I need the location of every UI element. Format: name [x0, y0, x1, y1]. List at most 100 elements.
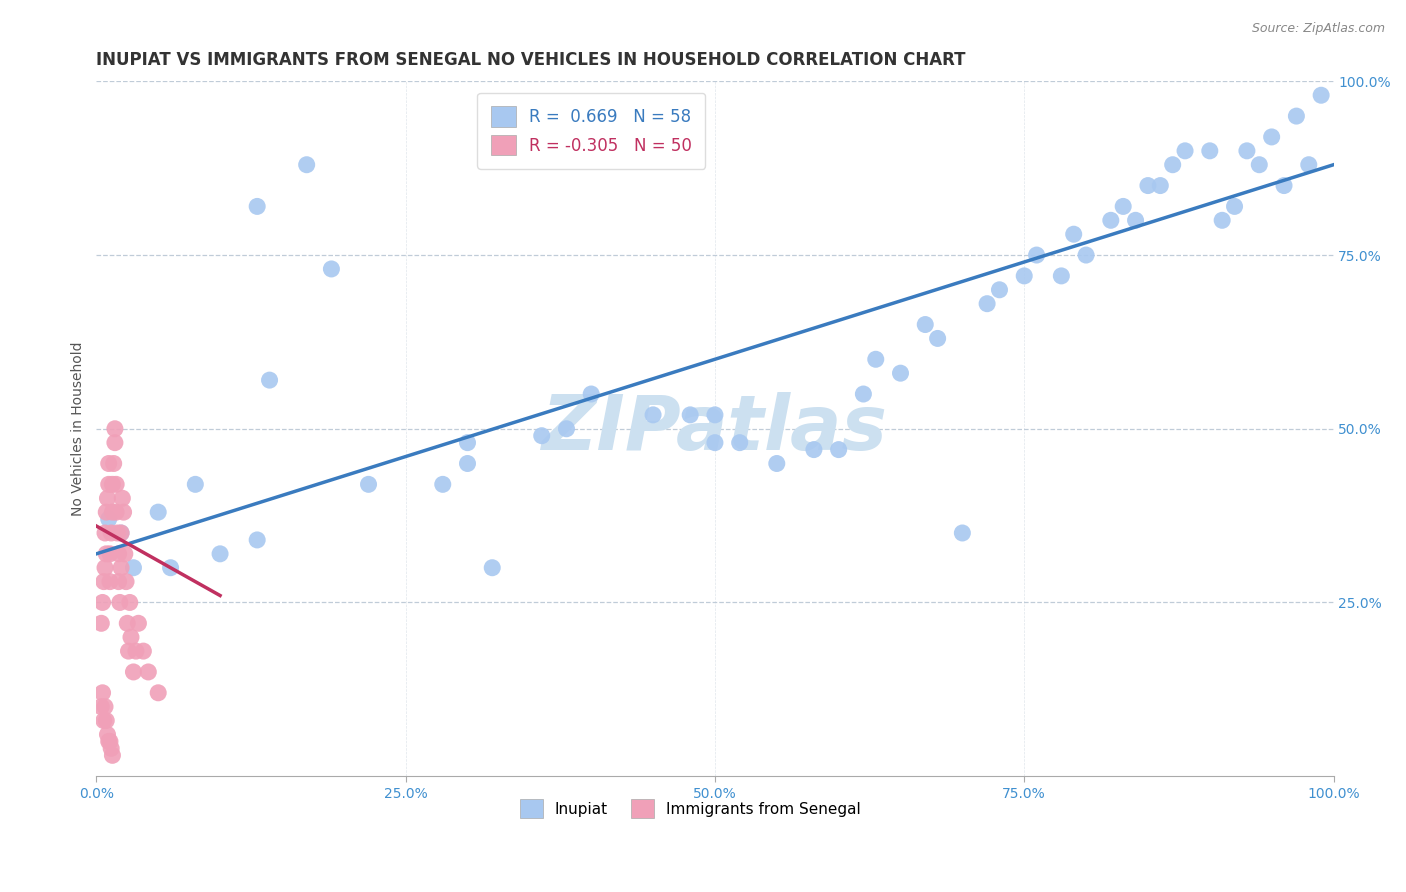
Point — [108, 595, 131, 609]
Point — [90, 616, 112, 631]
Point — [1149, 178, 1171, 193]
Point — [1260, 130, 1282, 145]
Point — [641, 408, 664, 422]
Point — [110, 526, 132, 541]
Point — [703, 408, 725, 422]
Point — [127, 616, 149, 631]
Text: INUPIAT VS IMMIGRANTS FROM SENEGAL NO VEHICLES IN HOUSEHOLD CORRELATION CHART: INUPIAT VS IMMIGRANTS FROM SENEGAL NO VE… — [97, 51, 966, 69]
Point — [1112, 199, 1135, 213]
Point — [100, 741, 122, 756]
Point — [97, 477, 120, 491]
Point — [209, 547, 232, 561]
Point — [110, 526, 132, 541]
Point — [889, 366, 911, 380]
Point — [827, 442, 849, 457]
Point — [96, 505, 118, 519]
Point — [927, 331, 949, 345]
Point — [96, 491, 118, 506]
Point — [91, 686, 114, 700]
Point — [98, 574, 121, 589]
Point — [96, 714, 118, 728]
Point — [103, 457, 125, 471]
Point — [1249, 158, 1271, 172]
Point — [457, 435, 479, 450]
Point — [115, 574, 138, 589]
Point — [555, 422, 578, 436]
Point — [865, 352, 887, 367]
Y-axis label: No Vehicles in Household: No Vehicles in Household — [72, 342, 86, 516]
Point — [93, 574, 115, 589]
Point — [259, 373, 281, 387]
Point — [107, 547, 129, 561]
Point — [1063, 227, 1085, 242]
Point — [100, 526, 122, 541]
Text: Source: ZipAtlas.com: Source: ZipAtlas.com — [1251, 22, 1385, 36]
Point — [148, 505, 170, 519]
Point — [357, 477, 380, 491]
Point — [114, 547, 136, 561]
Point — [1074, 248, 1097, 262]
Point — [132, 644, 155, 658]
Point — [1125, 213, 1147, 227]
Point — [93, 714, 115, 728]
Point — [976, 296, 998, 310]
Point — [96, 727, 118, 741]
Point — [1025, 248, 1047, 262]
Point — [148, 686, 170, 700]
Point — [1298, 158, 1320, 172]
Point — [295, 158, 318, 172]
Point — [122, 560, 145, 574]
Point — [101, 748, 124, 763]
Text: ZIPatlas: ZIPatlas — [541, 392, 889, 466]
Point — [1198, 144, 1220, 158]
Point — [110, 560, 132, 574]
Point — [1211, 213, 1233, 227]
Point — [184, 477, 207, 491]
Point — [105, 477, 128, 491]
Point — [703, 435, 725, 450]
Point — [1136, 178, 1159, 193]
Point — [579, 387, 602, 401]
Point — [1161, 158, 1184, 172]
Point — [1099, 213, 1122, 227]
Point — [94, 560, 117, 574]
Point — [97, 512, 120, 526]
Point — [101, 477, 124, 491]
Point — [101, 505, 124, 519]
Point — [94, 526, 117, 541]
Point — [530, 428, 553, 442]
Point — [159, 560, 181, 574]
Point — [98, 547, 121, 561]
Point — [481, 560, 503, 574]
Point — [1272, 178, 1295, 193]
Point — [97, 457, 120, 471]
Point — [91, 595, 114, 609]
Point — [1174, 144, 1197, 158]
Point — [105, 526, 128, 541]
Point — [118, 595, 141, 609]
Point — [97, 734, 120, 748]
Point — [950, 526, 973, 541]
Point — [104, 435, 127, 450]
Point — [1236, 144, 1258, 158]
Point — [803, 442, 825, 457]
Point — [125, 644, 148, 658]
Point — [457, 457, 479, 471]
Point — [1285, 109, 1308, 123]
Legend: Inupiat, Immigrants from Senegal: Inupiat, Immigrants from Senegal — [513, 793, 868, 824]
Point — [96, 547, 118, 561]
Point — [111, 491, 134, 506]
Point — [90, 699, 112, 714]
Point — [321, 262, 343, 277]
Point — [117, 616, 139, 631]
Point — [98, 734, 121, 748]
Point — [852, 387, 875, 401]
Point — [122, 665, 145, 679]
Point — [94, 699, 117, 714]
Point — [112, 505, 135, 519]
Point — [1050, 268, 1073, 283]
Point — [246, 533, 269, 547]
Point — [679, 408, 702, 422]
Point — [246, 199, 269, 213]
Point — [105, 505, 128, 519]
